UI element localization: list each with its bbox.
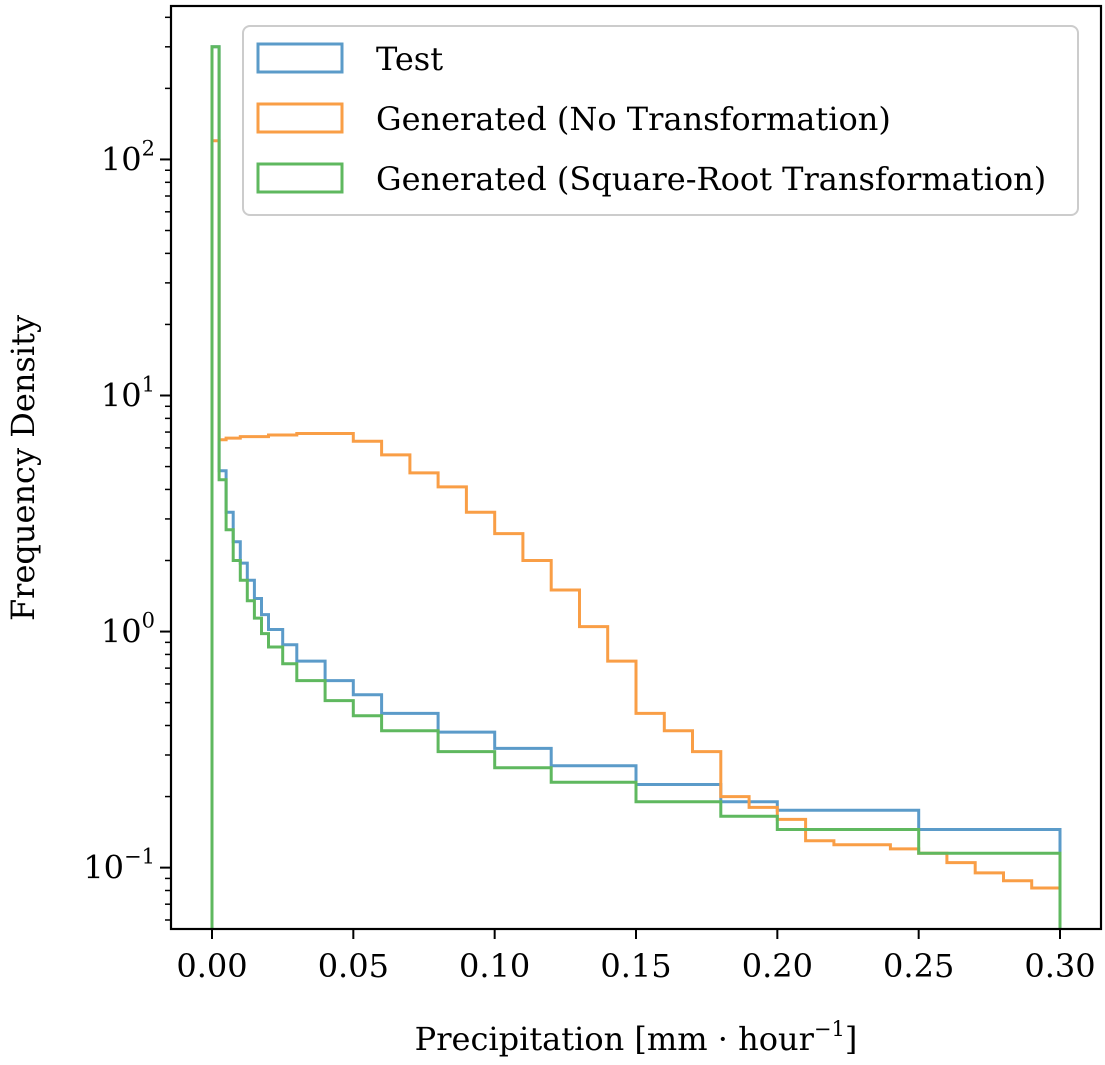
y-tick-exponent: 2 — [142, 136, 155, 160]
x-tick-label: 0.20 — [742, 947, 813, 985]
x-tick-label: 0.00 — [176, 947, 247, 985]
series-line-3 — [210, 45, 1062, 929]
x-axis-title-exponent: −1 — [814, 1017, 845, 1041]
y-tick-exponent: 1 — [142, 373, 155, 397]
x-tick-label: 0.30 — [1024, 947, 1095, 985]
y-tick-exponent: 0 — [142, 609, 155, 633]
y-tick-base: 10 — [83, 849, 124, 887]
legend-label-2: Generated (No Transformation) — [376, 100, 891, 138]
x-axis-title-close: ] — [845, 1020, 857, 1058]
legend-label-3: Generated (Square-Root Transformation) — [376, 160, 1046, 198]
x-axis-title: Precipitation [mm · hour−1] — [415, 1017, 858, 1058]
legend-swatch-3 — [256, 162, 344, 194]
y-tick-base: 10 — [101, 613, 142, 651]
plot-frame — [169, 4, 1103, 931]
legend-swatch-1 — [256, 42, 344, 74]
series-layer — [210, 45, 1062, 929]
x-axis: 0.00 0.05 0.10 0.15 0.20 0.25 0.30 — [176, 929, 1096, 985]
y-tick-exponent: −1 — [124, 845, 155, 869]
x-tick-label: 0.10 — [459, 947, 530, 985]
y-tick-label: 100 — [101, 609, 155, 651]
y-tick-label: 101 — [101, 373, 155, 415]
y-tick-base: 10 — [101, 140, 142, 178]
legend-label-1: Test — [376, 40, 443, 78]
legend-swatch-2 — [256, 102, 344, 134]
y-tick-label: 10−1 — [83, 845, 155, 887]
x-tick-label: 0.25 — [883, 947, 954, 985]
y-axis-title: Frequency Density — [4, 315, 42, 621]
x-tick-label: 0.15 — [600, 947, 671, 985]
y-tick-base: 10 — [101, 377, 142, 415]
y-tick-label: 102 — [101, 136, 155, 178]
legend-box — [242, 25, 1079, 216]
x-tick-label: 0.05 — [318, 947, 389, 985]
legend: Test Generated (No Transformation) Generat… — [242, 25, 1079, 216]
x-axis-title-main: Precipitation [mm · hour — [415, 1020, 815, 1058]
